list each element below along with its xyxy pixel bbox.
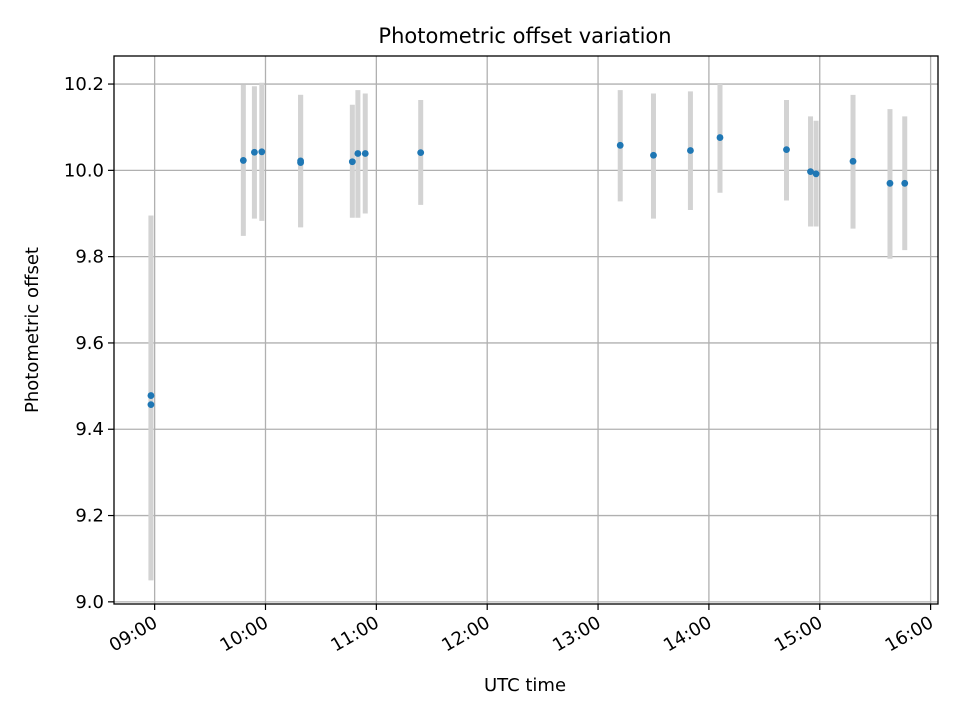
y-axis-title: Photometric offset xyxy=(22,247,43,413)
data-point xyxy=(361,150,369,157)
y-tick-label: 9.2 xyxy=(75,506,104,527)
x-axis-title: UTC time xyxy=(484,675,566,696)
y-tick-label: 10.2 xyxy=(64,74,104,95)
data-point xyxy=(716,134,724,141)
data-point xyxy=(417,149,425,157)
data-point xyxy=(147,392,155,399)
data-point xyxy=(886,179,894,187)
data-point xyxy=(812,170,820,178)
data-point xyxy=(849,157,857,165)
y-tick-label: 9.8 xyxy=(75,247,104,268)
data-point xyxy=(147,401,155,409)
data-point xyxy=(807,168,814,176)
y-tick-label: 10.0 xyxy=(64,160,104,181)
y-tick-label: 9.4 xyxy=(75,419,104,440)
data-point xyxy=(650,151,657,159)
y-tick-label: 9.0 xyxy=(75,592,104,613)
data-point xyxy=(348,158,356,166)
grid-layer xyxy=(114,56,938,604)
data-point xyxy=(258,148,266,156)
data-point xyxy=(239,157,247,164)
data-point xyxy=(354,150,362,157)
data-point xyxy=(297,159,305,166)
data-point xyxy=(616,141,624,149)
data-point xyxy=(783,146,790,154)
data-point xyxy=(251,148,258,156)
plot-frame xyxy=(113,55,939,605)
y-tick-label: 9.6 xyxy=(75,333,104,354)
chart-title: Photometric offset variation xyxy=(378,24,671,48)
point-layer xyxy=(147,134,909,409)
data-point xyxy=(901,179,909,187)
data-point xyxy=(687,147,694,154)
